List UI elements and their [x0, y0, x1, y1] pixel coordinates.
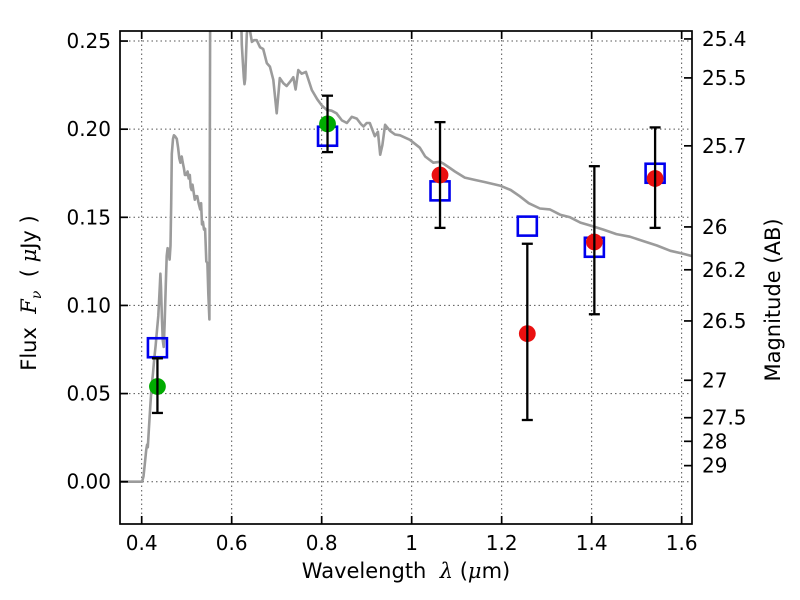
plot-frame: [119, 30, 693, 525]
y-tick-label-magnitude: 28: [702, 429, 727, 453]
x-tick-label: 1.6: [666, 531, 698, 555]
y-axis-title-right: Magnitude (AB): [761, 218, 785, 382]
flux-F-symbol: F: [16, 299, 41, 314]
lambda-symbol: λ: [439, 559, 454, 583]
y-tick-label-magnitude: 25.4: [702, 27, 747, 51]
y-axis-title-left: Flux Fν ( μJy ): [17, 215, 45, 370]
y-tick-label-magnitude: 26.5: [702, 309, 747, 333]
y-tick-label-magnitude: 27.5: [702, 406, 747, 430]
x-tick-label: 1: [405, 531, 418, 555]
y-tick-label-magnitude: 26: [702, 215, 727, 239]
x-axis-title-word: Wavelength: [301, 559, 440, 583]
y-tick-label-magnitude: 26.2: [702, 258, 747, 282]
x-tick-label: 1.2: [486, 531, 518, 555]
tick-labels: 0.4 0.6 0.8 1 1.2 1.4 1.6 0.00 0.05 0.10 0.15 0.20 0…: [66, 27, 746, 555]
tick-marks: [120, 31, 692, 524]
y-axis-unit-open: (: [16, 262, 41, 291]
data-points: [146, 115, 666, 395]
x-tick-label: 1.4: [576, 531, 608, 555]
error-bars: [151, 94, 661, 422]
nu-subscript: ν: [29, 290, 46, 300]
x-axis-unit-open: (: [453, 559, 468, 583]
y-tick-label-flux: 0.20: [66, 117, 111, 141]
y-tick-label-magnitude: 27: [702, 368, 727, 392]
y-tick-label-flux: 0.00: [66, 470, 111, 494]
x-tick-label: 0.6: [216, 531, 248, 555]
model-spectrum-gray-line: [120, 31, 692, 484]
gridlines: [120, 31, 692, 524]
y-tick-label-flux: 0.25: [66, 29, 111, 53]
mu-symbol-y: μ: [16, 248, 41, 263]
y-tick-label-magnitude: 29: [702, 454, 727, 478]
y-tick-label-flux: 0.10: [66, 293, 111, 317]
mu-symbol: μ: [467, 559, 482, 583]
x-tick-label: 0.8: [306, 531, 338, 555]
y-tick-label-flux: 0.15: [66, 205, 111, 229]
x-axis-title: Wavelength λ (μm): [120, 559, 692, 583]
flux-word: Flux: [16, 313, 41, 371]
x-tick-label: 0.4: [126, 531, 158, 555]
x-axis-unit-close: m): [481, 559, 511, 583]
model-photometry-point: [516, 215, 539, 237]
y-tick-label-magnitude: 25.7: [702, 134, 747, 158]
y-tick-label-flux: 0.05: [66, 382, 111, 406]
y-tick-label-magnitude: 25.5: [702, 66, 747, 90]
y-axis-unit-close: Jy ): [16, 215, 41, 249]
